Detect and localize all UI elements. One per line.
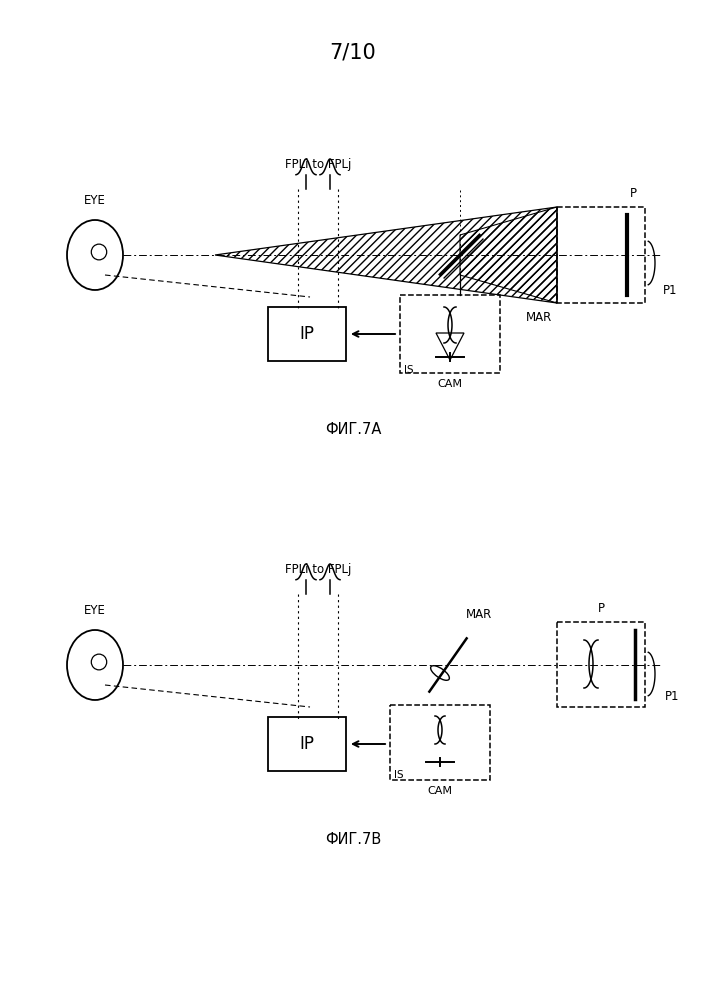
Text: CAM: CAM	[428, 786, 452, 796]
Text: EYE: EYE	[84, 194, 106, 207]
Text: 7/10: 7/10	[329, 42, 376, 62]
Text: IP: IP	[300, 325, 315, 343]
Bar	[557, 207, 645, 303]
Text: IS: IS	[404, 365, 414, 375]
Text: CAM: CAM	[438, 379, 462, 389]
Text: IS: IS	[394, 770, 404, 780]
Text: P1: P1	[665, 690, 679, 704]
Bar	[557, 622, 645, 707]
Text: P: P	[597, 602, 604, 615]
Bar	[268, 307, 346, 361]
Text: MAR: MAR	[466, 608, 492, 621]
Text: ФИГ.7А: ФИГ.7А	[325, 422, 381, 438]
Text: EYE: EYE	[84, 604, 106, 617]
Text: ФИГ.7В: ФИГ.7В	[325, 832, 381, 848]
Text: P: P	[629, 187, 636, 200]
Text: IP: IP	[300, 735, 315, 753]
Bar	[400, 295, 500, 373]
Bar	[268, 717, 346, 771]
Text: FPLi to FPLj: FPLi to FPLj	[285, 158, 351, 171]
Text: MAR: MAR	[526, 311, 552, 324]
Text: P1: P1	[663, 284, 677, 298]
Text: FPLi to FPLj: FPLi to FPLj	[285, 563, 351, 576]
Bar	[390, 705, 490, 780]
